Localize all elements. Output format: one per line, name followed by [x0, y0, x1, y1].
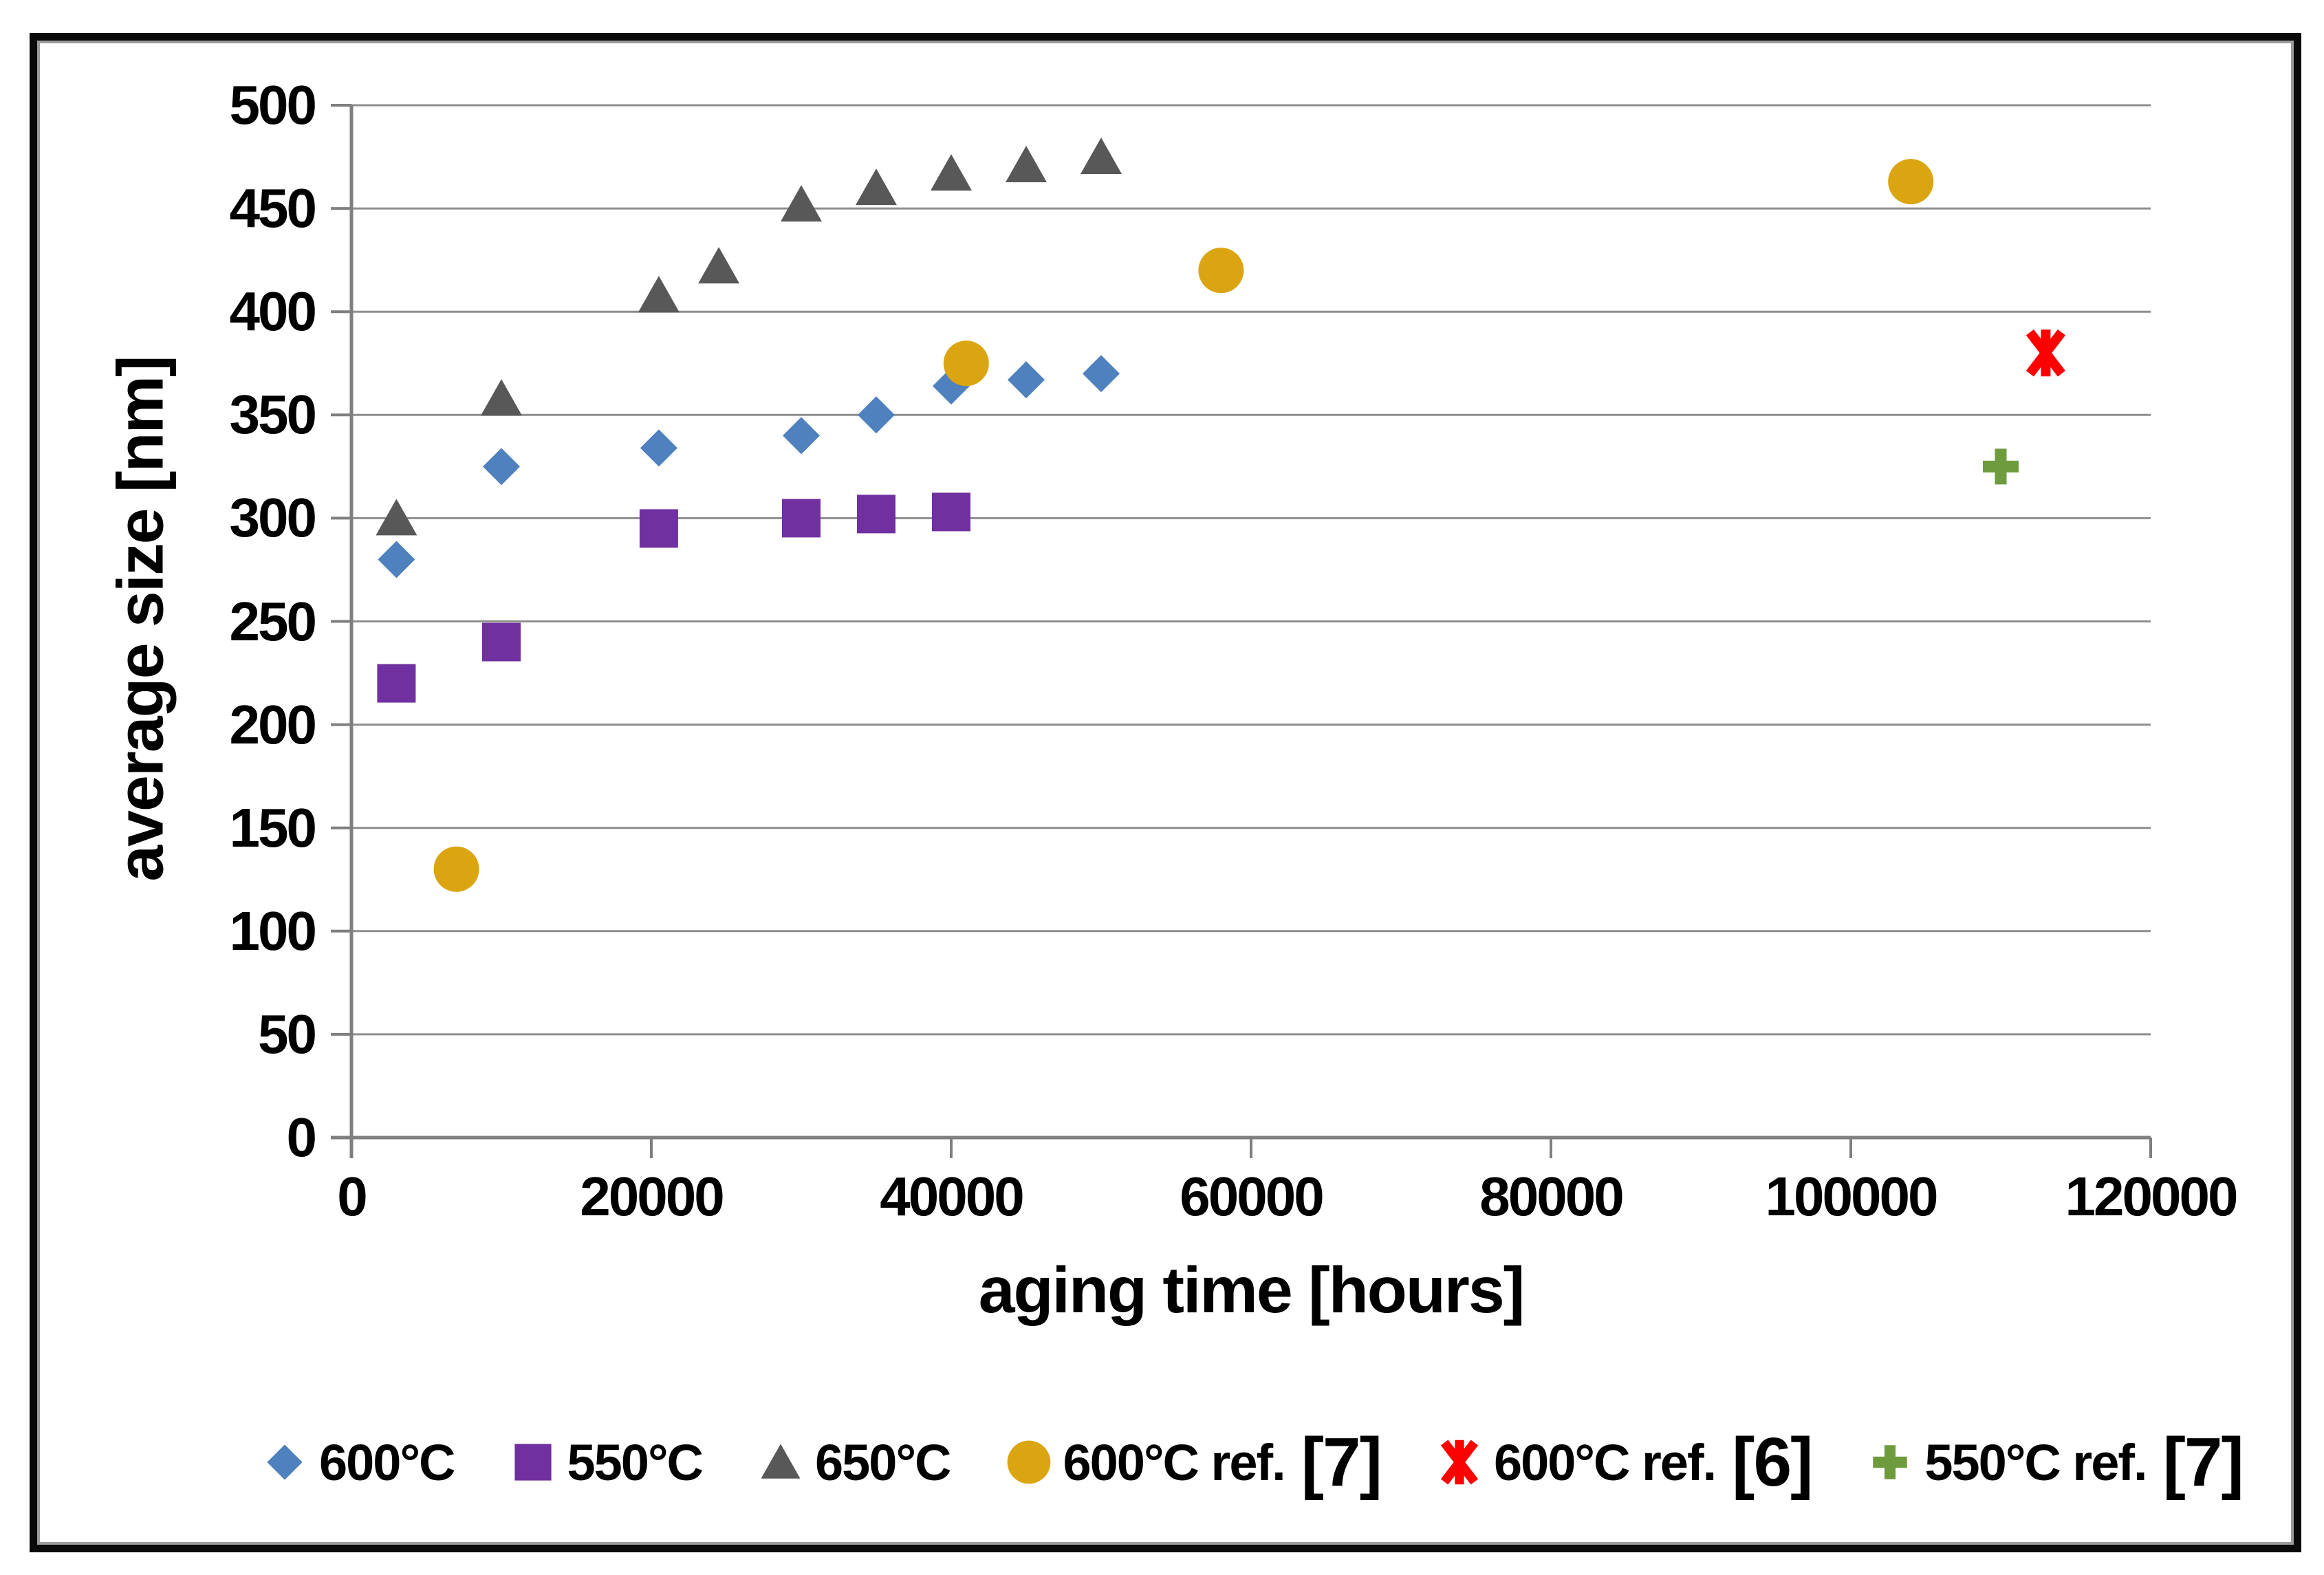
diamond-marker	[378, 541, 415, 578]
square-marker	[639, 509, 678, 548]
square-marker	[514, 1444, 552, 1481]
x-tick-label: 0	[337, 1166, 367, 1227]
y-tick-label: 400	[229, 281, 317, 343]
square-marker	[482, 622, 521, 662]
square-legend-icon	[514, 1444, 552, 1481]
y-tick-label: 450	[229, 177, 317, 239]
y-tick-label: 100	[229, 900, 317, 962]
x-tick-label: 100000	[1765, 1166, 1939, 1227]
square-marker	[377, 664, 416, 703]
legend-label: 600°C ref.	[1063, 1433, 1286, 1491]
circle-legend-icon	[1007, 1440, 1050, 1484]
y-tick-label: 150	[229, 796, 317, 858]
diamond-marker	[1008, 361, 1045, 399]
legend-label: 550°C	[567, 1433, 704, 1491]
circle-marker	[1007, 1440, 1050, 1484]
legend: 600°C 550°C 650°C 600°C ref. [7] 600°C ref. [6…	[260, 1421, 2244, 1503]
y-tick-label: 0	[286, 1107, 318, 1168]
diamond-marker	[1083, 355, 1120, 393]
legend-item-600-c-ref--7-: 600°C ref. [7]	[1004, 1428, 1382, 1497]
square-marker	[932, 492, 970, 532]
y-tick-label: 350	[229, 384, 317, 446]
legend-item-600-c-ref--6-: 600°C ref. [6]	[1435, 1428, 1813, 1497]
diamond-marker	[640, 429, 677, 467]
x-tick-label: 80000	[1479, 1166, 1624, 1227]
y-tick-label: 200	[229, 693, 317, 755]
x-tick-label: 40000	[880, 1166, 1024, 1227]
legend-label: 600°C	[319, 1433, 455, 1491]
triangle-marker	[376, 499, 417, 536]
legend-item-550-c-ref--7-: 550°C ref. [7]	[1865, 1428, 2244, 1497]
triangle-marker	[1006, 146, 1047, 183]
triangle-marker	[856, 169, 897, 206]
triangle-marker	[638, 276, 680, 313]
y-axis-title: average size [nm]	[104, 356, 177, 882]
diamond-marker	[483, 448, 520, 486]
square-marker	[782, 499, 821, 538]
triangle-legend-icon	[761, 1444, 801, 1479]
legend-item-600-c: 600°C	[260, 1433, 455, 1492]
diamond-marker	[858, 396, 895, 434]
triangle-marker	[761, 1444, 801, 1479]
circle-marker	[1888, 159, 1934, 205]
triangle-marker	[781, 185, 822, 222]
x-tick-label: 60000	[1180, 1166, 1324, 1227]
square-marker	[857, 495, 895, 534]
y-tick-label: 500	[229, 74, 317, 135]
triangle-marker	[931, 154, 972, 191]
x-axis-title: aging time [hours]	[978, 1254, 1525, 1327]
plus-legend-icon	[1873, 1445, 1908, 1479]
triangle-marker	[481, 379, 522, 416]
diamond-marker	[267, 1444, 303, 1480]
diamond-marker	[783, 417, 820, 455]
triangle-marker	[698, 247, 740, 284]
asterisk-legend-icon	[1440, 1440, 1479, 1485]
legend-item-650-c: 650°C	[756, 1433, 951, 1492]
circle-marker	[433, 846, 479, 892]
legend-label: 650°C	[815, 1433, 951, 1491]
x-tick-label: 20000	[580, 1166, 724, 1227]
triangle-marker	[1080, 138, 1122, 175]
circle-marker	[1198, 248, 1244, 294]
y-tick-label: 300	[229, 487, 317, 549]
diamond-legend-icon	[267, 1444, 303, 1480]
x-tick-label: 120000	[2065, 1166, 2239, 1227]
legend-item-550-c: 550°C	[508, 1433, 704, 1492]
legend-label: 600°C ref.	[1493, 1433, 1717, 1491]
y-tick-label: 50	[258, 1003, 317, 1065]
y-tick-label: 250	[229, 590, 317, 652]
legend-label: 550°C ref.	[1924, 1433, 2147, 1491]
circle-marker	[943, 340, 989, 387]
figure-border-frame	[30, 33, 2301, 1552]
